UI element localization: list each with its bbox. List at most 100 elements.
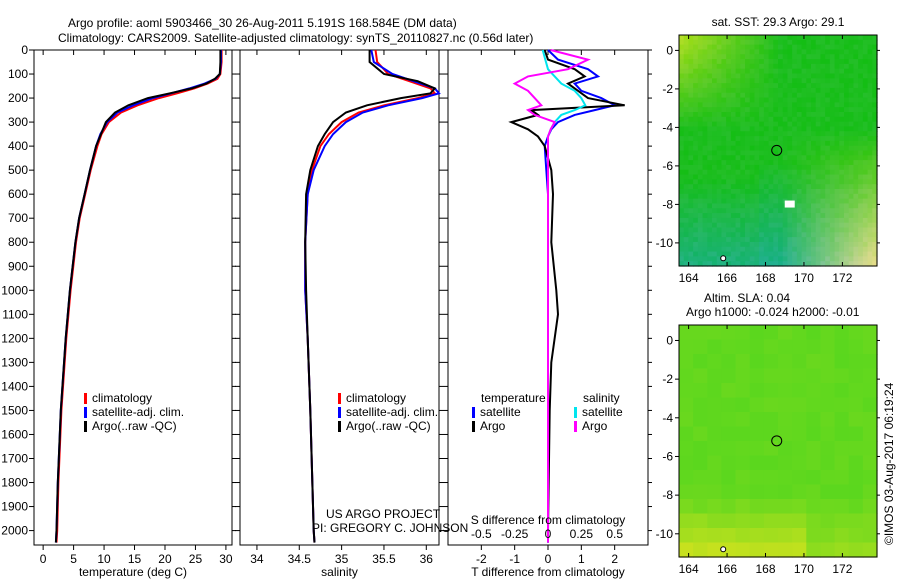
map-cell	[693, 87, 699, 94]
map-cell	[759, 222, 765, 229]
map-cell	[759, 107, 765, 113]
y-tick-label: 100	[8, 67, 28, 81]
map-cell	[697, 169, 704, 176]
map-cell	[754, 150, 760, 156]
map-cell	[820, 213, 826, 219]
map-cell	[872, 136, 878, 142]
map-cell	[707, 126, 713, 132]
map-cell	[834, 49, 840, 55]
map-cell	[707, 397, 723, 413]
map-cell	[839, 73, 845, 79]
map-title-sst: sat. SST: 29.3 Argo: 29.1	[712, 15, 845, 29]
map-cell	[872, 73, 878, 79]
map-cell	[726, 251, 732, 257]
map-cell	[735, 383, 751, 399]
map-cell	[707, 339, 723, 355]
map-cell	[759, 213, 765, 219]
map-cell	[726, 160, 732, 166]
map-cell	[768, 256, 774, 262]
map-cell	[707, 54, 713, 60]
map-cell	[721, 59, 727, 65]
map-cell	[749, 251, 756, 257]
map-cell	[811, 227, 817, 233]
map-cell	[787, 136, 793, 142]
map-cell	[749, 92, 756, 99]
map-cell	[697, 155, 704, 161]
map-cell	[811, 116, 817, 123]
map-cell	[848, 49, 855, 55]
map-cell	[683, 44, 690, 51]
map-cell	[745, 102, 751, 108]
map-cell	[702, 184, 708, 190]
map-cell	[773, 232, 779, 238]
map-cell	[872, 189, 878, 195]
map-cell	[754, 102, 760, 108]
map-cell	[815, 208, 822, 214]
x-tick-label: 20	[158, 552, 172, 566]
map-cell	[801, 145, 807, 152]
x2-tick-label: 0	[545, 527, 552, 541]
map-cell	[754, 126, 760, 132]
map-cell	[792, 174, 798, 180]
map-cell	[815, 241, 822, 248]
map-cell	[679, 542, 694, 558]
map-cell	[754, 232, 760, 238]
map-cell	[844, 208, 850, 214]
map-cell	[815, 155, 822, 161]
map-cell	[853, 145, 859, 152]
map-cell	[825, 145, 831, 152]
map-cell	[721, 325, 737, 341]
map-cell	[754, 59, 760, 65]
map-cell	[679, 116, 685, 123]
map-cell	[773, 184, 779, 190]
map-cell	[848, 54, 855, 60]
map-cell	[829, 131, 836, 137]
map-cell	[721, 339, 737, 355]
map-cell	[825, 49, 831, 55]
map-cell	[707, 325, 723, 341]
map-cell	[872, 179, 878, 185]
map-cell	[730, 208, 737, 214]
map-cell	[792, 542, 807, 558]
map-cell	[707, 217, 713, 224]
map-cell	[697, 184, 704, 190]
map-cell	[768, 87, 774, 94]
map-cell	[867, 44, 873, 51]
map-cell	[834, 499, 850, 515]
map-cell	[707, 237, 713, 243]
map-cell	[858, 121, 864, 128]
map-cell	[688, 193, 694, 200]
map-cell	[853, 169, 859, 176]
map-cell	[778, 39, 784, 46]
map-cell	[867, 59, 873, 65]
map-cell	[801, 73, 807, 79]
map-cell	[707, 455, 723, 471]
map-cell	[867, 208, 873, 214]
map-cell	[735, 339, 751, 355]
map-cell	[801, 227, 807, 233]
map-cell	[768, 251, 774, 257]
map-cell	[811, 140, 817, 147]
map-cell	[811, 261, 817, 267]
map-cell	[683, 107, 690, 113]
map-cell	[683, 87, 690, 94]
map-cell	[829, 102, 836, 108]
map-cell	[716, 83, 723, 89]
map-cell	[721, 49, 727, 55]
map-cell	[726, 97, 732, 103]
legend-swatch	[472, 421, 475, 432]
map-cell	[820, 174, 826, 180]
map-cell	[820, 83, 826, 89]
map-cell	[693, 484, 708, 500]
map-cell	[782, 73, 789, 79]
map-cell	[820, 241, 826, 248]
map-cell	[763, 126, 770, 132]
map-cell	[853, 116, 859, 123]
map-cell	[829, 179, 836, 185]
map-cell	[839, 164, 845, 171]
map-cell	[749, 484, 765, 500]
map-cell	[745, 222, 751, 229]
map-cell	[839, 189, 845, 195]
map-cell	[862, 92, 869, 99]
map-cell	[679, 102, 685, 108]
